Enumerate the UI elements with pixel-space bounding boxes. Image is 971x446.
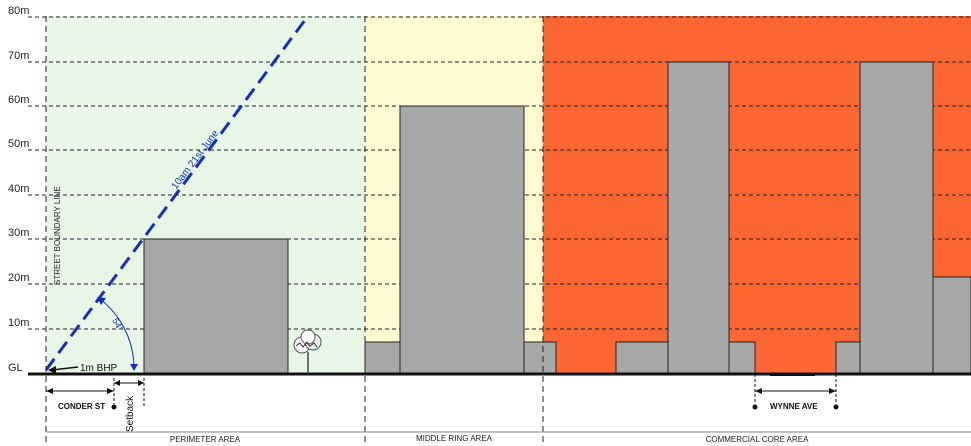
height-label-40m: 40m	[8, 183, 29, 195]
height-label-80m: 80m	[8, 5, 29, 17]
wynne-ave-arrow-right	[829, 388, 836, 394]
building-core-right-block	[932, 276, 971, 375]
building-core-podium-3	[835, 341, 861, 375]
tree-icon	[293, 329, 322, 374]
wynne-ave-label: WYNNE AVE	[770, 402, 818, 411]
sun-angle-line	[44, 15, 310, 371]
height-label-70m: 70m	[8, 50, 29, 62]
conder-st-arrow-right	[107, 388, 114, 394]
building-core-tower-70m-2	[859, 61, 934, 375]
setback-arrow-right	[138, 380, 144, 386]
bhp-arrow-head	[48, 366, 56, 374]
wynne-ave-marker-left	[752, 404, 758, 410]
building-core-podium-2	[728, 341, 756, 375]
height-label-30m: 30m	[8, 227, 29, 239]
wynne-ave-marker-right	[833, 404, 839, 410]
setback-arrow-left	[114, 380, 120, 386]
conder-st-label: CONDER ST	[58, 402, 105, 411]
setback-label: Setback	[125, 395, 136, 432]
bhp-label: 1m BHP	[80, 363, 118, 374]
height-label-20m: 20m	[8, 272, 29, 284]
building-middle-right-podium	[523, 341, 557, 375]
building-perimeter-30m	[143, 238, 289, 375]
angle-arc	[99, 298, 135, 371]
angle-arrow-bottom	[130, 364, 138, 371]
building-middle-tower-60m	[399, 105, 525, 375]
building-core-podium-1	[615, 341, 669, 375]
angle-arrow-top	[97, 297, 106, 305]
height-label-10m: 10m	[8, 317, 29, 329]
street-boundary-label: STREET BOUNDARY LINE	[53, 186, 62, 285]
commercial-core-area-label: COMMERCIAL CORE AREA	[706, 435, 809, 444]
bhp-pointer	[51, 366, 79, 371]
building-core-tower-70m-1	[667, 61, 730, 375]
conder-st-marker	[111, 404, 117, 410]
building-middle-left-podium	[364, 341, 401, 375]
middle-ring-area-label: MIDDLE RING AREA	[416, 434, 493, 443]
wynne-ave-arrow-left	[755, 388, 762, 394]
height-label-50m: 50m	[8, 138, 29, 150]
perimeter-area-label: PERIMETER AREA	[170, 435, 241, 444]
height-label-60m: 60m	[8, 94, 29, 106]
buildings	[143, 61, 971, 375]
ground-level-label: GL	[8, 362, 23, 374]
conder-st-arrow-left	[46, 388, 53, 394]
zone-dividers	[45, 16, 544, 446]
